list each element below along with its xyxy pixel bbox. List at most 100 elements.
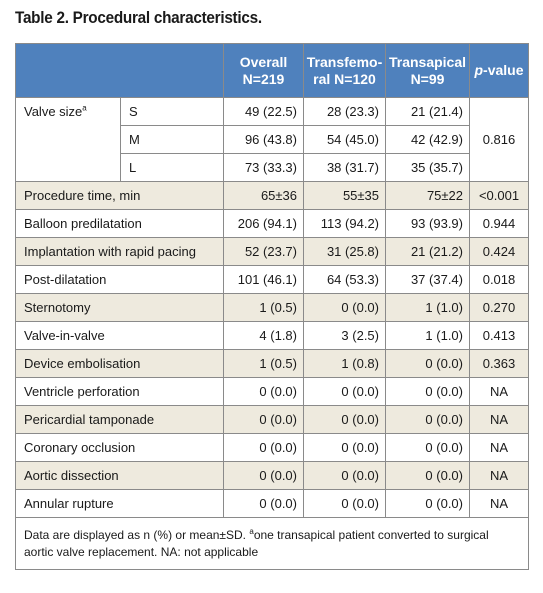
cell-pvalue-valve-size: 0.816 [469,97,529,182]
cell-transapical: 21 (21.2) [385,237,470,266]
row-label: Post-dilatation [15,265,224,294]
valve-size-m: M [120,125,224,154]
table-row: Post-dilatation 101 (46.1) 64 (53.3) 37 (37… [15,265,529,294]
table-row: M 96 (43.8) 54 (45.0) 42 (42.9) [16,125,529,154]
cell-transapical: 35 (35.7) [385,153,470,182]
cell-transfemoral: 64 (53.3) [303,265,386,294]
footnote-row: Data are displayed as n (%) or mean±SD. … [15,517,529,570]
table-row: Valve-in-valve 4 (1.8) 3 (2.5) 1 (1.0) 0.413 [15,321,529,350]
cell-transapical: 0 (0.0) [385,461,470,490]
cell-transfemoral: 0 (0.0) [303,293,386,322]
table-row: L 73 (33.3) 38 (31.7) 35 (35.7) [16,153,529,182]
header-row: Overall N=219 Transfemo-ral N=120 Transap… [15,43,529,98]
cell-transapical: 0 (0.0) [385,489,470,518]
cell-overall: 73 (33.3) [223,153,304,182]
cell-pvalue: NA [469,377,529,406]
cell-overall: 0 (0.0) [223,461,304,490]
cell-pvalue: NA [469,489,529,518]
cell-transfemoral: 0 (0.0) [303,377,386,406]
header-transapical: Transapical N=99 [385,43,470,98]
table-row: Balloon predilatation 206 (94.1) 113 (94.2… [15,209,529,238]
cell-pvalue: 0.424 [469,237,529,266]
cell-transfemoral: 55±35 [303,181,386,210]
row-label: Coronary occlusion [15,433,224,462]
row-label: Device embolisation [15,349,224,378]
row-label: Implantation with rapid pacing [15,237,224,266]
header-empty-cell [15,43,224,98]
cell-pvalue: <0.001 [469,181,529,210]
cell-transfemoral: 3 (2.5) [303,321,386,350]
cell-pvalue: NA [469,405,529,434]
header-pvalue: p-value [469,43,529,98]
cell-pvalue: 0.018 [469,265,529,294]
table-row: Procedure time, min 65±36 55±35 75±22 <0.001 [15,181,529,210]
valve-size-l: L [120,153,224,182]
table-row: Implantation with rapid pacing 52 (23.7) 3… [15,237,529,266]
cell-overall: 0 (0.0) [223,433,304,462]
valve-size-s: S [120,97,224,126]
row-label: Pericardial tamponade [15,405,224,434]
cell-transapical: 37 (37.4) [385,265,470,294]
cell-transfemoral: 0 (0.0) [303,405,386,434]
cell-overall: 1 (0.5) [223,293,304,322]
cell-overall: 52 (23.7) [223,237,304,266]
cell-pvalue: 0.270 [469,293,529,322]
cell-transapical: 0 (0.0) [385,349,470,378]
row-label: Procedure time, min [15,181,224,210]
cell-pvalue: NA [469,461,529,490]
row-label: Aortic dissection [15,461,224,490]
cell-pvalue: 0.944 [469,209,529,238]
header-overall: Overall N=219 [223,43,304,98]
cell-transapical: 0 (0.0) [385,433,470,462]
cell-transfemoral: 0 (0.0) [303,489,386,518]
cell-pvalue: 0.413 [469,321,529,350]
table-row: Valve sizea S 49 (22.5) 28 (23.3) 21 (21… [15,97,529,182]
cell-overall: 65±36 [223,181,304,210]
cell-overall: 96 (43.8) [223,125,304,154]
header-transfemoral: Transfemo-ral N=120 [303,43,386,98]
cell-transfemoral: 0 (0.0) [303,433,386,462]
cell-overall: 0 (0.0) [223,405,304,434]
cell-overall: 206 (94.1) [223,209,304,238]
cell-transfemoral: 113 (94.2) [303,209,386,238]
table-row: Coronary occlusion 0 (0.0) 0 (0.0) 0 (0.0) N… [15,433,529,462]
row-label-valve-size: Valve sizea [15,97,121,182]
row-label: Valve-in-valve [15,321,224,350]
cell-overall: 0 (0.0) [223,489,304,518]
footnote: Data are displayed as n (%) or mean±SD. … [15,517,529,570]
table-row: Device embolisation 1 (0.5) 1 (0.8) 0 (0.0)… [15,349,529,378]
cell-overall: 49 (22.5) [223,97,304,126]
cell-overall: 101 (46.1) [223,265,304,294]
procedural-table: Overall N=219 Transfemo-ral N=120 Transap… [15,43,529,570]
cell-transapical: 1 (1.0) [385,321,470,350]
table-row: Sternotomy 1 (0.5) 0 (0.0) 1 (1.0) 0.270 [15,293,529,322]
row-label: Balloon predilatation [15,209,224,238]
cell-pvalue: NA [469,433,529,462]
table-title: Table 2. Procedural characteristics. [15,8,262,27]
cell-transapical: 0 (0.0) [385,377,470,406]
cell-transfemoral: 54 (45.0) [303,125,386,154]
cell-transapical: 1 (1.0) [385,293,470,322]
cell-transapical: 21 (21.4) [385,97,470,126]
cell-transfemoral: 28 (23.3) [303,97,386,126]
row-label: Sternotomy [15,293,224,322]
cell-transapical: 0 (0.0) [385,405,470,434]
table-row: Ventricle perforation 0 (0.0) 0 (0.0) 0 (0.… [15,377,529,406]
row-label: Annular rupture [15,489,224,518]
table-row: Aortic dissection 0 (0.0) 0 (0.0) 0 (0.0) NA [15,461,529,490]
cell-transfemoral: 0 (0.0) [303,461,386,490]
cell-transfemoral: 38 (31.7) [303,153,386,182]
cell-overall: 4 (1.8) [223,321,304,350]
cell-transapical: 42 (42.9) [385,125,470,154]
cell-overall: 1 (0.5) [223,349,304,378]
cell-transapical: 93 (93.9) [385,209,470,238]
cell-transapical: 75±22 [385,181,470,210]
row-label: Ventricle perforation [15,377,224,406]
table-row: Pericardial tamponade 0 (0.0) 0 (0.0) 0 (0.… [15,405,529,434]
table-row: Annular rupture 0 (0.0) 0 (0.0) 0 (0.0) NA [15,489,529,518]
cell-transfemoral: 1 (0.8) [303,349,386,378]
cell-pvalue: 0.363 [469,349,529,378]
cell-overall: 0 (0.0) [223,377,304,406]
cell-transfemoral: 31 (25.8) [303,237,386,266]
